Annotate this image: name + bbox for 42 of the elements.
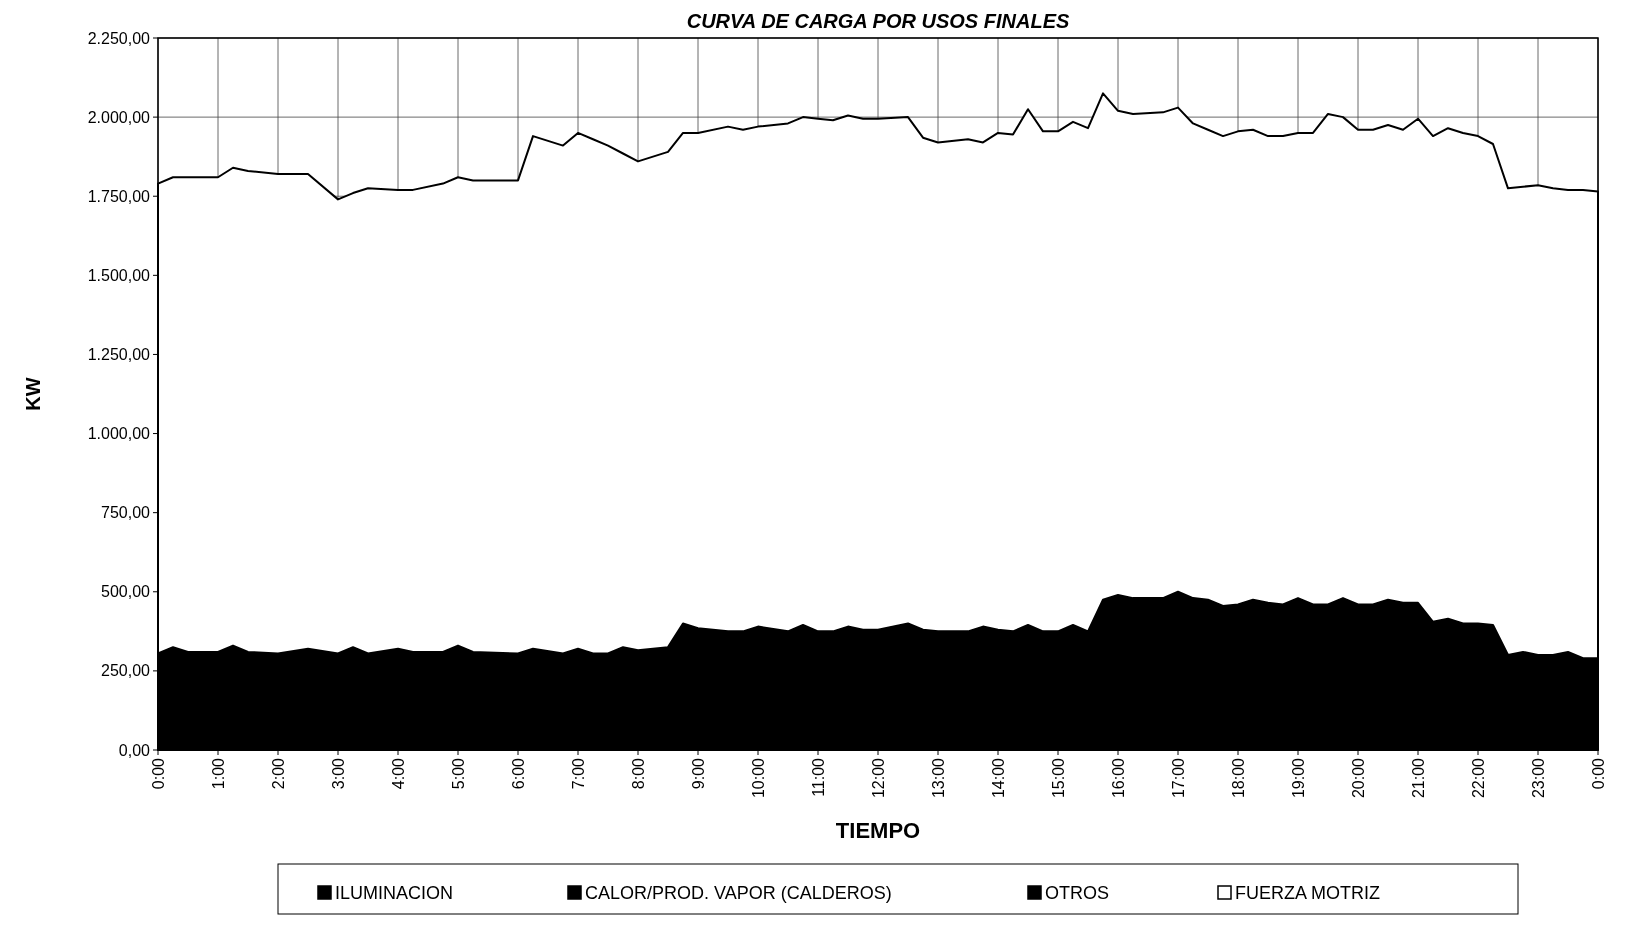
x-tick-label: 1:00 — [209, 757, 227, 790]
x-tick-label: 8:00 — [629, 757, 647, 790]
y-axis-title: KW — [22, 377, 44, 411]
y-tick-label: 750,00 — [101, 504, 151, 522]
y-tick-label: 250,00 — [101, 662, 151, 680]
y-tick-label: 1.500,00 — [87, 266, 151, 284]
x-tick-label: 13:00 — [929, 757, 947, 799]
y-tick-label: 0,00 — [118, 741, 151, 759]
legend-label: OTROS — [1045, 883, 1110, 904]
x-tick-label: 15:00 — [1049, 757, 1067, 799]
x-axis-title: TIEMPO — [835, 818, 921, 843]
x-tick-label: 22:00 — [1469, 757, 1487, 799]
x-tick-label: 0:00 — [1589, 757, 1607, 790]
x-tick-label: 21:00 — [1409, 757, 1427, 799]
legend-label: ILUMINACION — [335, 883, 454, 904]
legend-label: CALOR/PROD. VAPOR (CALDEROS) — [585, 883, 892, 904]
legend-label: FUERZA MOTRIZ — [1235, 883, 1380, 904]
x-tick-label: 16:00 — [1109, 757, 1127, 799]
x-tick-label: 4:00 — [389, 757, 407, 790]
x-tick-label: 6:00 — [509, 757, 527, 790]
y-tick-label: 1.250,00 — [87, 346, 151, 364]
x-tick-label: 3:00 — [329, 757, 347, 790]
x-tick-label: 20:00 — [1349, 757, 1367, 799]
x-tick-label: 12:00 — [869, 757, 887, 799]
x-tick-label: 7:00 — [569, 757, 587, 790]
x-tick-label: 0:00 — [149, 757, 167, 790]
x-tick-label: 10:00 — [749, 757, 767, 799]
y-tick-label: 500,00 — [101, 583, 151, 601]
x-tick-label: 14:00 — [989, 757, 1007, 799]
x-tick-label: 11:00 — [809, 757, 827, 797]
y-tick-label: 1.000,00 — [87, 425, 151, 443]
x-tick-label: 19:00 — [1289, 757, 1307, 799]
x-tick-label: 2:00 — [269, 757, 287, 790]
y-tick-label: 1.750,00 — [87, 187, 151, 205]
chart-title: CURVA DE CARGA POR USOS FINALES — [686, 10, 1070, 32]
x-tick-label: 17:00 — [1169, 757, 1187, 799]
x-tick-label: 23:00 — [1529, 757, 1547, 799]
x-tick-label: 18:00 — [1229, 757, 1247, 799]
y-tick-label: 2.000,00 — [87, 108, 151, 126]
x-tick-label: 5:00 — [449, 757, 467, 790]
y-tick-label: 2.250,00 — [87, 29, 151, 47]
x-tick-label: 9:00 — [689, 757, 707, 790]
